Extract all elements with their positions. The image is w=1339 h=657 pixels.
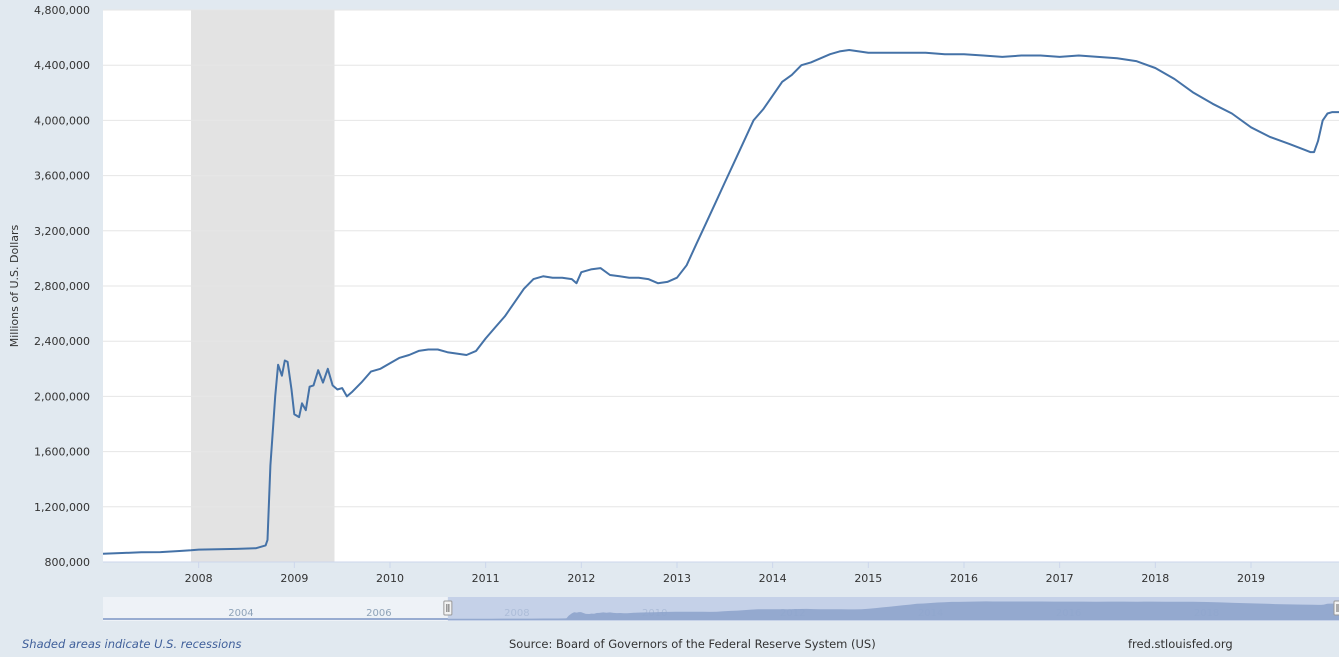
series-line (102, 49, 1339, 555)
y-tick-label: 3,600,000 (34, 170, 90, 183)
y-tick-label: 3,200,000 (34, 225, 90, 238)
y-tick-label: 800,000 (45, 556, 91, 569)
navigator-area (103, 601, 1339, 620)
x-tick-label: 2012 (567, 572, 595, 585)
series-layer (102, 49, 1339, 555)
source-text: Source: Board of Governors of the Federa… (509, 637, 876, 651)
x-tick-label: 2019 (1237, 572, 1265, 585)
x-tick-label: 2017 (1046, 572, 1074, 585)
y-tick-label: 2,800,000 (34, 280, 90, 293)
x-tick-label: 2014 (759, 572, 787, 585)
y-tick-label: 4,400,000 (34, 59, 90, 72)
x-tick-label: 2011 (472, 572, 500, 585)
navigator-handle-grip[interactable] (443, 600, 453, 616)
y-tick-label: 4,800,000 (34, 4, 90, 17)
site-link[interactable]: fred.stlouisfed.org (1128, 637, 1233, 651)
x-tick-label: 2009 (280, 572, 308, 585)
y-tick-label: 2,400,000 (34, 335, 90, 348)
navigator-handle-right[interactable] (1333, 600, 1339, 616)
y-tick-label: 1,600,000 (34, 446, 90, 459)
y-tick-label: 4,000,000 (34, 114, 90, 127)
navigator-handle-left[interactable] (443, 600, 453, 616)
recession-note: Shaded areas indicate U.S. recessions (22, 637, 242, 651)
x-tick-label: 2013 (663, 572, 691, 585)
x-tick-label: 2008 (185, 572, 213, 585)
y-axis-title: Millions of U.S. Dollars (8, 224, 21, 347)
x-tick-layer: 2008 2009 2010 2011 2012 2013 2014 2015 2016 2017… (103, 561, 1339, 585)
y-tick-label: 2,000,000 (34, 390, 90, 403)
x-tick-label: 2016 (950, 572, 978, 585)
x-tick-label: 2018 (1141, 572, 1169, 585)
navigator-tick-label: 2004 (228, 608, 253, 619)
navigator[interactable]: 20042006200820102012201420162018 (103, 597, 1339, 621)
y-tick-label: 1,200,000 (34, 501, 90, 514)
grid-layer (103, 9, 1339, 563)
y-tick-layer: 800,000 1,200,000 1,600,000 2,000,000 2,400,… (34, 4, 90, 569)
x-tick-label: 2015 (854, 572, 882, 585)
x-tick-label: 2010 (376, 572, 404, 585)
navigator-tick-label: 2006 (366, 608, 391, 619)
